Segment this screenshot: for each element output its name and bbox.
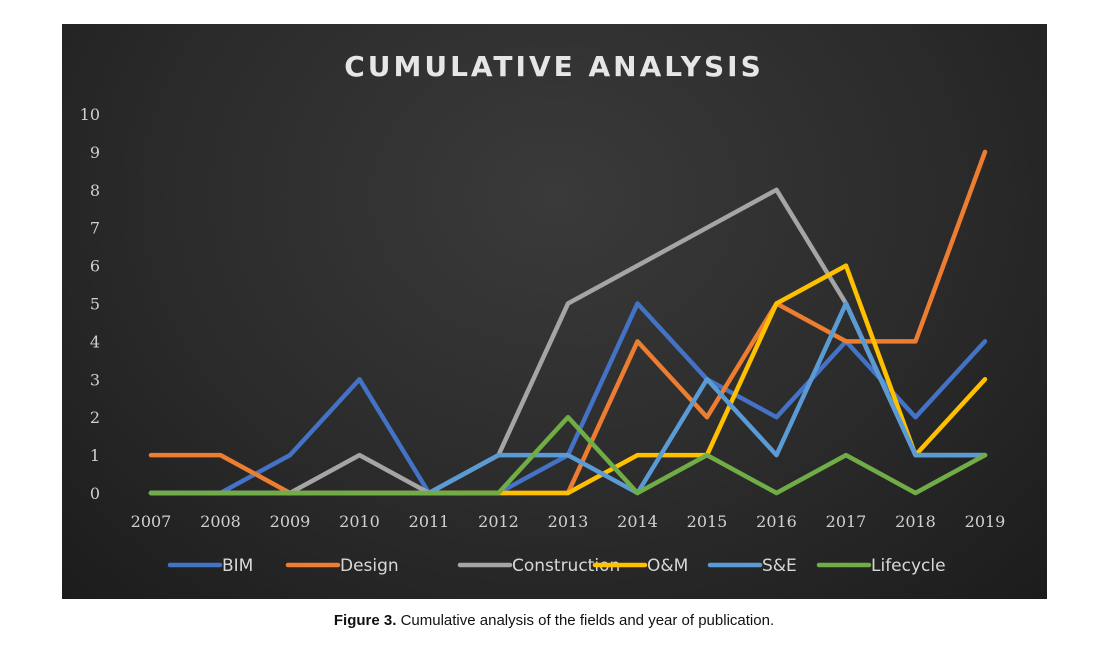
legend-label: Lifecycle [871,556,946,576]
y-tick-label: 3 [90,370,100,389]
legend-label: BIM [222,556,253,576]
y-tick-label: 0 [90,484,100,503]
x-tick-label: 2007 [131,512,172,531]
legend-label: Construction [512,556,620,576]
chart-panel: CUMULATIVE ANALYSIS 0 1 2 3 4 5 6 7 8 9 10 2007 200… [62,24,1047,599]
x-axis: 2007 2008 2009 2010 2011 2012 2013 2014 2015 2016… [131,512,1006,531]
x-tick-label: 2016 [756,512,797,531]
x-tick-label: 2014 [617,512,658,531]
figure-caption: Figure 3. Cumulative analysis of the fie… [0,612,1108,629]
y-tick-label: 8 [90,181,100,200]
y-tick-label: 4 [90,332,100,351]
x-tick-label: 2010 [339,512,380,531]
y-tick-label: 9 [90,143,100,162]
y-tick-label: 6 [90,257,100,276]
legend-label: S&E [762,556,797,576]
y-tick-label: 10 [80,105,100,124]
x-tick-label: 2019 [965,512,1006,531]
legend-label: Design [340,556,399,576]
x-tick-label: 2018 [895,512,936,531]
caption-text: Cumulative analysis of the fields and ye… [400,612,775,629]
y-tick-label: 5 [90,295,100,314]
x-tick-label: 2011 [409,512,450,531]
caption-label: Figure 3. [333,612,397,629]
chart-title: CUMULATIVE ANALYSIS [344,50,764,83]
x-tick-label: 2017 [826,512,867,531]
x-tick-label: 2013 [548,512,589,531]
y-axis: 0 1 2 3 4 5 6 7 8 9 10 [80,105,100,503]
legend: BIM Design Construction O&M S&E Lifecycle [167,556,946,576]
x-tick-label: 2012 [478,512,519,531]
y-tick-label: 2 [90,408,100,427]
y-tick-label: 7 [90,219,100,238]
x-tick-label: 2009 [270,512,311,531]
series-lines [148,149,988,496]
x-tick-label: 2015 [687,512,728,531]
y-tick-label: 1 [90,446,100,465]
legend-label: O&M [647,556,688,576]
series-line-lifecycle [148,414,988,496]
series-line-o-m [148,263,988,496]
series-line-design [148,149,988,496]
x-tick-label: 2008 [200,512,241,531]
